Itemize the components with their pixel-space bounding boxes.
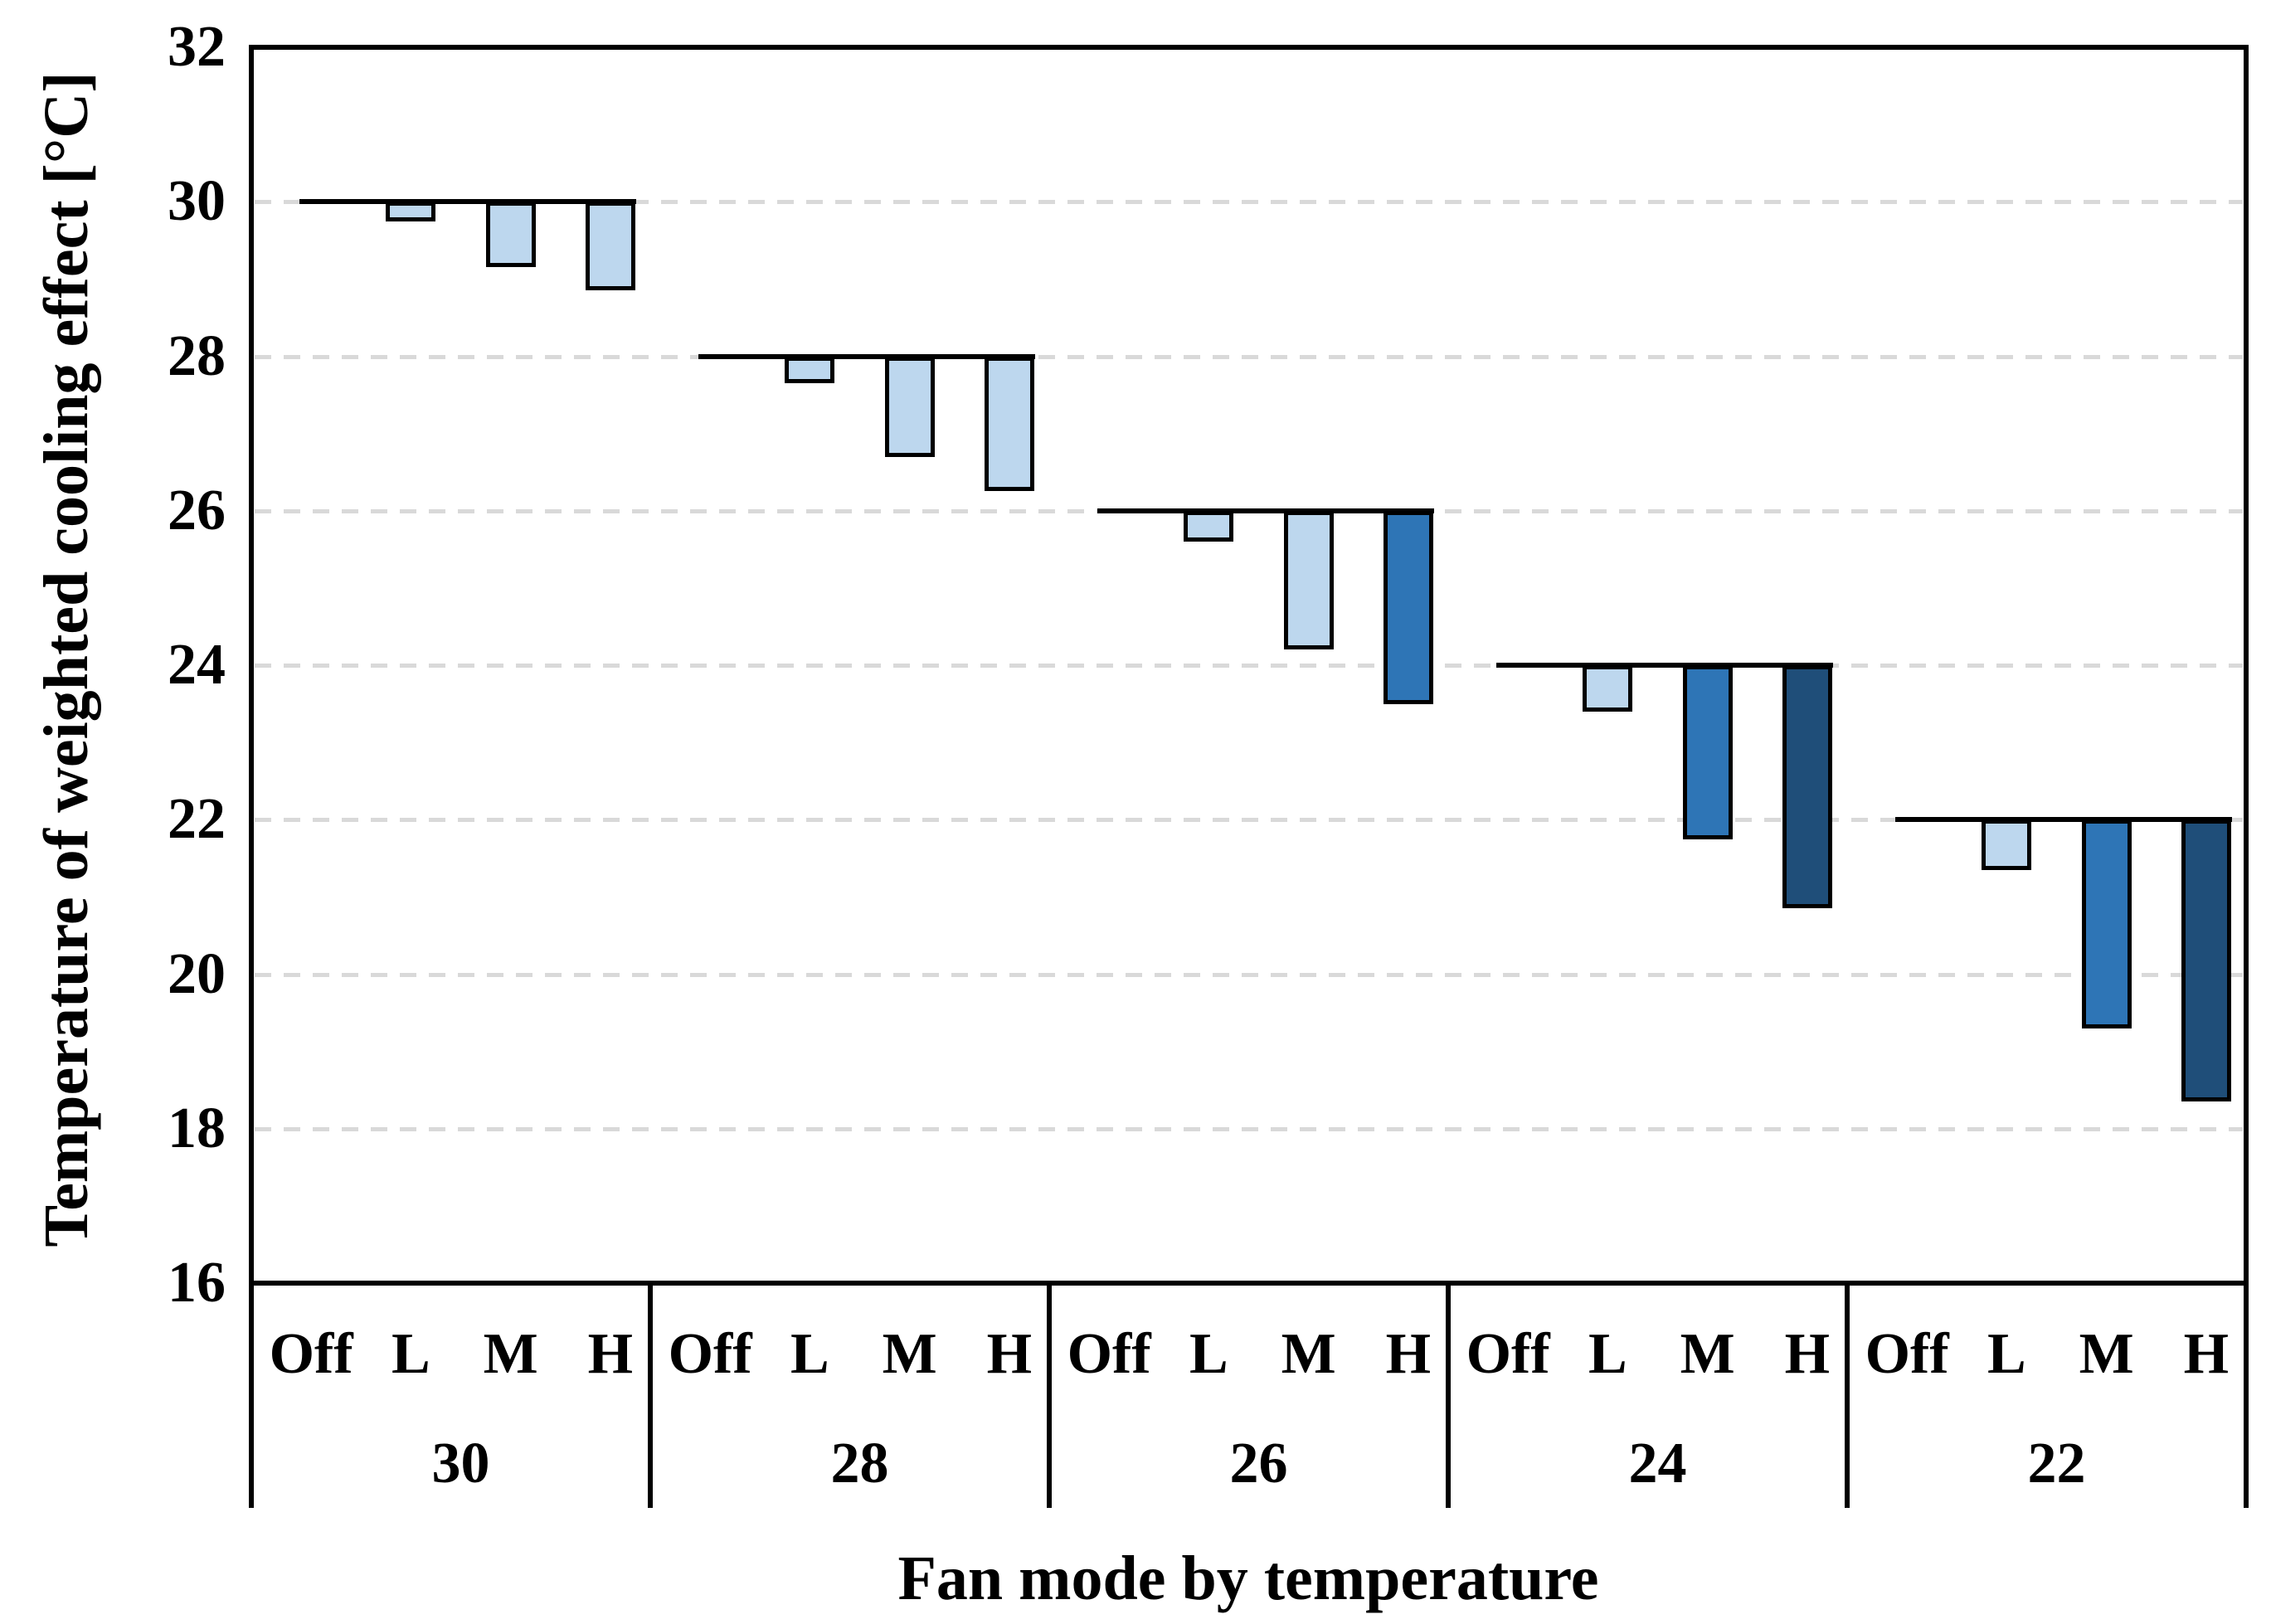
x-mode-label: L bbox=[391, 1322, 430, 1386]
x-group-divider bbox=[1845, 1283, 1850, 1508]
bar-30-H bbox=[585, 202, 635, 291]
y-tick-label: 16 bbox=[168, 1251, 226, 1315]
x-mode-label: H bbox=[587, 1322, 634, 1386]
x-mode-label: H bbox=[986, 1322, 1033, 1386]
x-group-label: 22 bbox=[2027, 1432, 2086, 1495]
y-gridline bbox=[255, 354, 2243, 359]
x-mode-label: L bbox=[790, 1322, 829, 1386]
bar-26-M bbox=[1283, 510, 1334, 650]
baseline-28 bbox=[698, 353, 1036, 359]
x-mode-label: M bbox=[1281, 1322, 1336, 1386]
y-tick-label: 28 bbox=[168, 323, 226, 388]
x-mode-label: M bbox=[882, 1322, 937, 1386]
bar-28-M bbox=[884, 356, 935, 457]
y-gridline bbox=[255, 664, 2243, 668]
x-axis-title: Fan mode by temperature bbox=[897, 1544, 1599, 1613]
bar-28-H bbox=[984, 356, 1034, 492]
bar-26-H bbox=[1383, 510, 1433, 704]
x-group-divider bbox=[2244, 1283, 2249, 1508]
x-mode-label: L bbox=[1588, 1322, 1627, 1386]
x-mode-label: Off bbox=[1865, 1322, 1949, 1386]
x-mode-label: L bbox=[1189, 1322, 1228, 1386]
x-mode-label: Off bbox=[1067, 1322, 1151, 1386]
y-gridline bbox=[255, 818, 2243, 823]
bar-30-L bbox=[386, 202, 436, 221]
bar-26-L bbox=[1184, 510, 1234, 542]
y-tick-label: 22 bbox=[168, 787, 226, 852]
x-mode-label: M bbox=[1680, 1322, 1735, 1386]
baseline-26 bbox=[1097, 508, 1435, 513]
x-group-label: 26 bbox=[1229, 1432, 1288, 1495]
x-mode-label: Off bbox=[668, 1322, 752, 1386]
bar-22-H bbox=[2181, 819, 2231, 1102]
y-gridline bbox=[255, 972, 2243, 977]
x-group-divider bbox=[249, 1283, 254, 1508]
bar-24-L bbox=[1583, 665, 1633, 712]
y-axis-title: Temperature of weighted cooling effect [… bbox=[32, 71, 101, 1247]
bar-30-M bbox=[485, 202, 536, 268]
x-group-label: 28 bbox=[830, 1432, 889, 1495]
x-mode-label: L bbox=[1987, 1322, 2026, 1386]
baseline-22 bbox=[1894, 817, 2233, 823]
y-tick-label: 32 bbox=[168, 15, 226, 79]
y-tick-label: 24 bbox=[168, 633, 226, 697]
bar-24-H bbox=[1782, 665, 1832, 909]
baseline-24 bbox=[1495, 663, 1834, 668]
x-group-divider bbox=[648, 1283, 653, 1508]
y-gridline bbox=[255, 1126, 2243, 1131]
y-tick-label: 26 bbox=[168, 478, 226, 542]
y-tick-label: 30 bbox=[168, 169, 226, 234]
y-gridline bbox=[255, 200, 2243, 205]
y-tick-label: 20 bbox=[168, 941, 226, 1006]
x-mode-label: M bbox=[483, 1322, 538, 1386]
y-tick-label: 18 bbox=[168, 1096, 226, 1160]
x-group-label: 30 bbox=[431, 1432, 490, 1495]
baseline-30 bbox=[299, 199, 637, 205]
x-group-label: 24 bbox=[1628, 1432, 1687, 1495]
x-mode-label: M bbox=[2079, 1322, 2134, 1386]
plot-area bbox=[249, 45, 2249, 1286]
bar-28-L bbox=[785, 356, 835, 384]
bar-22-M bbox=[2081, 819, 2132, 1028]
x-mode-label: H bbox=[1385, 1322, 1432, 1386]
x-mode-label: H bbox=[1784, 1322, 1831, 1386]
x-mode-label: Off bbox=[269, 1322, 353, 1386]
x-mode-label: H bbox=[2183, 1322, 2230, 1386]
x-mode-label: Off bbox=[1466, 1322, 1550, 1386]
bar-24-M bbox=[1682, 665, 1733, 839]
x-group-divider bbox=[1446, 1283, 1451, 1508]
x-group-divider bbox=[1047, 1283, 1052, 1508]
bar-22-L bbox=[1982, 819, 2032, 870]
